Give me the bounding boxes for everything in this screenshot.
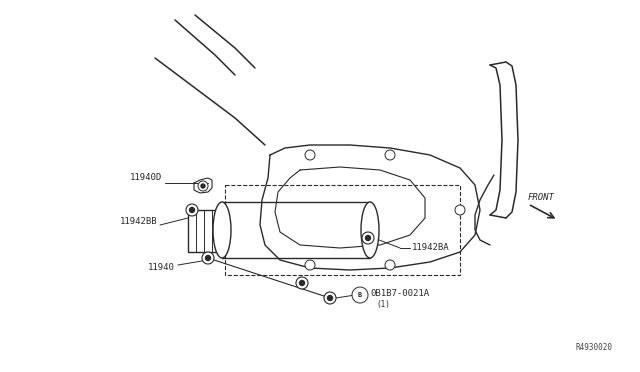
Circle shape (352, 287, 368, 303)
Text: 0B1B7-0021A: 0B1B7-0021A (370, 289, 429, 298)
Text: (1): (1) (376, 301, 390, 310)
Text: FRONT: FRONT (528, 193, 555, 202)
Circle shape (365, 235, 371, 241)
Ellipse shape (213, 202, 231, 258)
Circle shape (201, 184, 205, 188)
Text: B: B (358, 292, 362, 298)
Text: 11942BA: 11942BA (412, 244, 450, 253)
Circle shape (300, 280, 305, 285)
Circle shape (362, 232, 374, 244)
Circle shape (455, 205, 465, 215)
Ellipse shape (361, 202, 379, 258)
FancyBboxPatch shape (188, 210, 226, 252)
Circle shape (189, 208, 195, 212)
Circle shape (186, 204, 198, 216)
Circle shape (305, 260, 315, 270)
Circle shape (296, 277, 308, 289)
Circle shape (385, 150, 395, 160)
Text: 11940D: 11940D (130, 173, 162, 183)
Circle shape (198, 181, 208, 191)
Circle shape (328, 295, 333, 301)
Circle shape (324, 292, 336, 304)
Text: R4930020: R4930020 (575, 343, 612, 353)
Circle shape (205, 256, 211, 260)
Circle shape (202, 252, 214, 264)
Text: 11940: 11940 (148, 263, 175, 273)
Text: 11942BB: 11942BB (120, 218, 157, 227)
Circle shape (305, 150, 315, 160)
Circle shape (385, 260, 395, 270)
